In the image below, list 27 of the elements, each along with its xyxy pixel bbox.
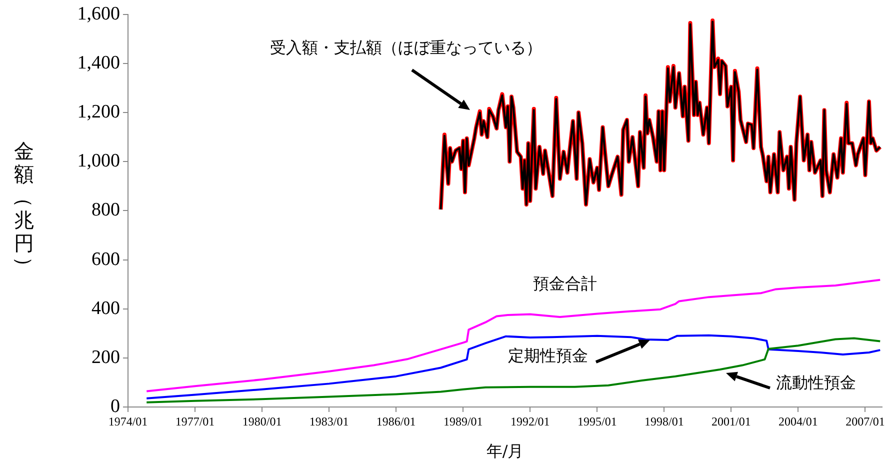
series-label: 定期性預金 bbox=[508, 346, 588, 366]
x-tick-label: 1977/01 bbox=[175, 414, 215, 428]
x-tick-label: 1983/01 bbox=[309, 414, 349, 428]
series-label: 預金合計 bbox=[533, 274, 597, 294]
x-tick-label: 1974/01 bbox=[108, 414, 148, 428]
y-tick-label: 0 bbox=[110, 396, 120, 417]
x-tick-label: 1980/01 bbox=[242, 414, 282, 428]
x-tick-label: 1998/01 bbox=[644, 414, 684, 428]
y-tick-label: 400 bbox=[92, 298, 120, 319]
x-tick-label: 1989/01 bbox=[443, 414, 483, 428]
y-tick-label: 800 bbox=[92, 200, 120, 221]
y-tick-label: 1,000 bbox=[77, 150, 120, 172]
y-tick-label: 200 bbox=[92, 346, 120, 368]
y-tick-label: 1,400 bbox=[77, 52, 120, 74]
annotation: 受入額・支払額（ほぼ重なっている） bbox=[270, 38, 542, 59]
y-tick-label: 1,600 bbox=[77, 3, 120, 24]
x-tick-label: 1995/01 bbox=[577, 414, 617, 428]
y-axis-title: 金額（兆円） bbox=[12, 139, 36, 278]
x-tick-label: 2001/01 bbox=[712, 414, 751, 428]
series-label: 流動性預金 bbox=[776, 373, 856, 392]
x-axis-title: 年/月 bbox=[486, 442, 524, 461]
x-tick-label: 1986/01 bbox=[376, 414, 416, 428]
y-tick-label: 600 bbox=[92, 248, 120, 270]
x-tick-label: 2004/01 bbox=[778, 414, 818, 428]
y-tick-label: 1,200 bbox=[77, 102, 120, 123]
x-tick-label: 2007/01 bbox=[846, 414, 885, 428]
x-tick-label: 1992/01 bbox=[510, 414, 550, 428]
